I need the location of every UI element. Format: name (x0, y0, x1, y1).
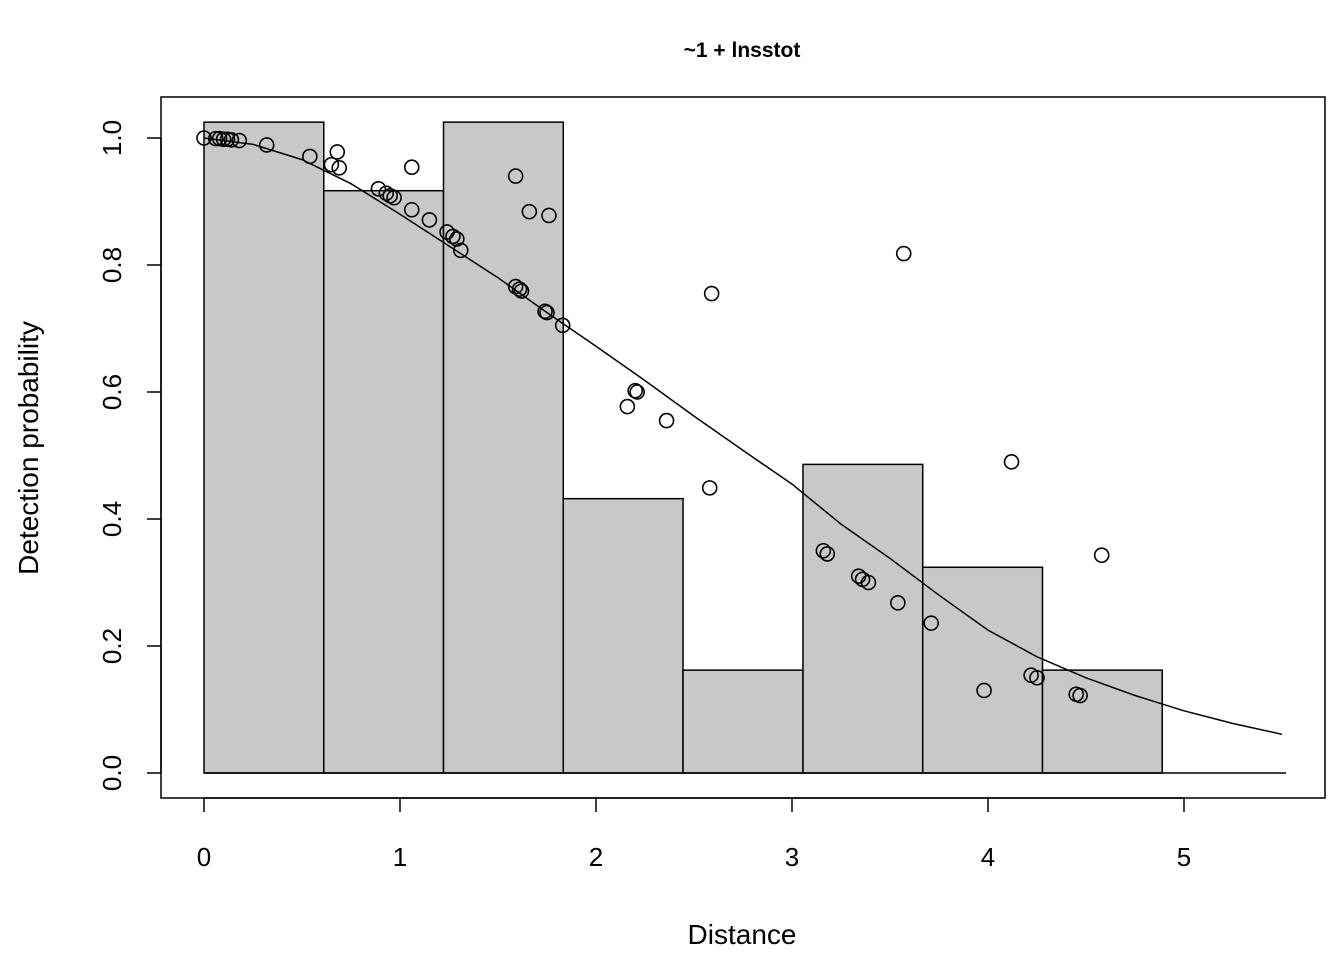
x-tick-label: 2 (589, 842, 603, 872)
x-tick-label: 5 (1177, 842, 1191, 872)
x-tick-label: 1 (393, 842, 407, 872)
data-point (231, 132, 248, 149)
data-point (302, 148, 318, 165)
data-point (860, 574, 877, 591)
data-point (1093, 547, 1110, 563)
y-tick-label: 0.8 (97, 247, 127, 283)
y-tick-label: 0.6 (97, 374, 127, 410)
x-axis: 0 1 2 3 4 5 (197, 797, 1191, 872)
data-point (539, 304, 555, 321)
data-point (449, 231, 465, 247)
histogram-bar (323, 189, 445, 774)
data-point (513, 283, 530, 299)
data-point (554, 317, 571, 334)
data-point (815, 542, 832, 559)
y-axis: 0.0 0.2 0.4 0.6 0.8 1.0 (97, 120, 162, 791)
x-tick-label: 0 (197, 842, 211, 872)
histogram-bar (1041, 669, 1163, 774)
data-point (323, 156, 340, 173)
fitted-detection-curve (203, 137, 1283, 736)
data-point (1072, 687, 1088, 704)
fitted-curve-line (203, 137, 1283, 736)
x-axis-label: Distance (688, 919, 797, 950)
data-point (215, 131, 232, 148)
data-point (386, 189, 402, 206)
data-point (619, 398, 636, 415)
x-tick-label: 3 (785, 842, 799, 872)
y-tick-label: 0.2 (97, 628, 127, 664)
data-point (403, 159, 420, 176)
data-point (329, 144, 346, 160)
histogram-bar (682, 669, 804, 774)
data-point (976, 682, 992, 699)
data-point (541, 207, 557, 224)
histogram-bar (921, 566, 1044, 774)
data-point (403, 201, 420, 218)
data-point (258, 137, 275, 153)
data-point (1003, 454, 1020, 470)
data-point (703, 285, 720, 302)
data-point (507, 168, 524, 184)
x-tick-label: 4 (981, 842, 995, 872)
data-point (819, 546, 836, 562)
y-tick-label: 1.0 (97, 120, 127, 156)
data-point (378, 185, 395, 202)
data-point (890, 595, 906, 611)
histogram-bar (442, 121, 565, 774)
y-tick-label: 0.4 (97, 501, 127, 537)
histogram-bar (203, 121, 325, 774)
histogram-bars (203, 121, 1163, 774)
histogram-bar (802, 463, 924, 774)
y-tick-label: 0.0 (97, 755, 127, 791)
data-point (207, 130, 224, 147)
data-point (511, 281, 528, 297)
data-point (421, 212, 438, 228)
histogram-bar (562, 497, 684, 774)
data-point (445, 228, 461, 245)
data-point (923, 615, 939, 631)
data-point (223, 132, 240, 148)
chart-title: ~1 + lnsstot (684, 39, 801, 62)
data-point (658, 412, 675, 429)
data-point (629, 384, 645, 400)
data-points (196, 130, 1110, 704)
data-point (452, 242, 469, 259)
data-point (895, 245, 912, 262)
y-axis-label: Detection probability (13, 321, 44, 575)
data-point (1029, 669, 1045, 686)
data-point (370, 181, 387, 197)
data-point (627, 382, 644, 399)
data-point (196, 130, 212, 146)
data-point (537, 303, 553, 320)
data-point (521, 203, 538, 220)
data-point (701, 480, 718, 496)
data-point (331, 160, 348, 176)
